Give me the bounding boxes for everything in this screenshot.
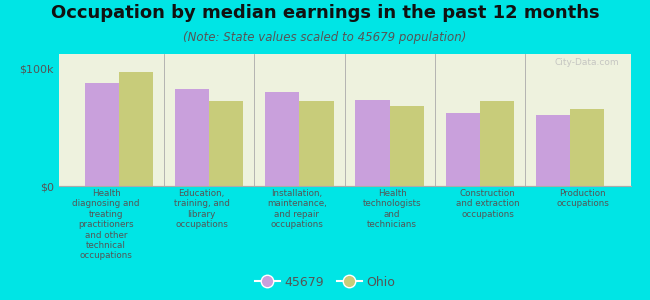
Text: City-Data.com: City-Data.com xyxy=(554,58,619,67)
Text: Health
diagnosing and
treating
practitioners
and other
technical
occupations: Health diagnosing and treating practitio… xyxy=(72,189,140,260)
Bar xyxy=(265,92,300,186)
Bar xyxy=(119,72,153,186)
Text: Production
occupations: Production occupations xyxy=(556,189,609,208)
Bar xyxy=(356,100,389,186)
Bar xyxy=(389,106,424,186)
Bar xyxy=(480,101,514,186)
Text: Education,
training, and
library
occupations: Education, training, and library occupat… xyxy=(174,189,229,229)
Bar xyxy=(84,83,119,186)
Text: Health
technologists
and
technicians: Health technologists and technicians xyxy=(363,189,421,229)
Text: (Note: State values scaled to 45679 population): (Note: State values scaled to 45679 popu… xyxy=(183,32,467,44)
Text: Occupation by median earnings in the past 12 months: Occupation by median earnings in the pas… xyxy=(51,4,599,22)
Text: Installation,
maintenance,
and repair
occupations: Installation, maintenance, and repair oc… xyxy=(267,189,327,229)
Bar xyxy=(209,101,243,186)
Bar xyxy=(570,110,604,186)
Bar xyxy=(300,101,333,186)
Text: Construction
and extraction
occupations: Construction and extraction occupations xyxy=(456,189,519,219)
Bar xyxy=(536,115,570,186)
Legend: 45679, Ohio: 45679, Ohio xyxy=(250,271,400,294)
Bar xyxy=(446,113,480,186)
Bar xyxy=(175,89,209,186)
